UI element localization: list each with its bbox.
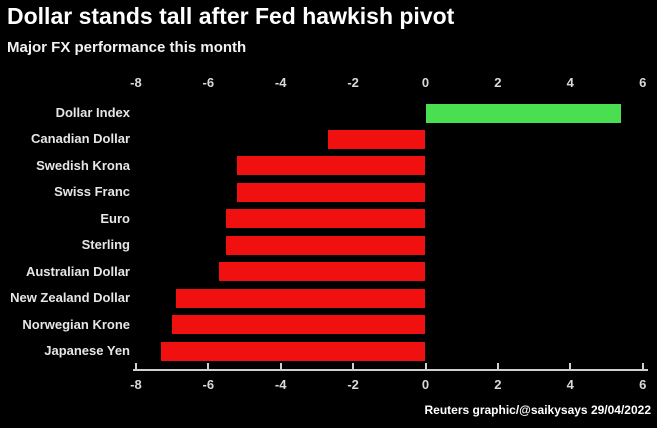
x-axis-top-tick-label: -6 — [202, 75, 215, 90]
category-label-japanese-yen: Japanese Yen — [44, 343, 130, 359]
category-label-new-zealand-dollar: New Zealand Dollar — [10, 290, 130, 306]
bar-australian-dollar — [219, 262, 426, 282]
x-axis-top-tick-label: -8 — [130, 75, 142, 90]
x-axis-top-tick-label: -4 — [274, 75, 287, 90]
x-axis-bottom-tick-label: -4 — [274, 377, 287, 392]
bar-norwegian-krone — [172, 315, 426, 335]
bar-swedish-krona — [237, 156, 426, 176]
category-label-australian-dollar: Australian Dollar — [25, 263, 130, 279]
category-label-euro: Euro — [100, 210, 130, 226]
x-axis-tick — [424, 363, 427, 369]
category-label-swiss-franc: Swiss Franc — [54, 184, 130, 200]
x-axis-bottom-tick-label: -8 — [130, 377, 142, 392]
category-label-swedish-krona: Swedish Krona — [36, 157, 130, 173]
x-axis-line — [132, 369, 648, 371]
bar-euro — [226, 209, 426, 229]
x-axis-tick — [134, 363, 137, 369]
x-axis-bottom-tick-label: 2 — [494, 377, 502, 392]
category-label-dollar-index: Dollar Index — [55, 105, 130, 120]
x-axis-tick — [352, 363, 355, 369]
x-axis-top-tick-label: 0 — [421, 75, 430, 90]
x-axis-bottom-tick-label: 0 — [421, 377, 430, 392]
attribution-text: Reuters graphic/@saikysays 29/04/2022 — [424, 403, 651, 417]
category-label-sterling: Sterling — [81, 237, 130, 253]
x-axis-tick — [569, 363, 572, 369]
category-label-norwegian-krone: Norwegian Krone — [22, 316, 130, 332]
bar-new-zealand-dollar — [175, 288, 426, 308]
chart-title: Dollar stands tall after Fed hawkish piv… — [7, 3, 455, 29]
x-axis-tick — [641, 363, 644, 369]
bar-swiss-franc — [237, 182, 426, 202]
chart-subtitle: Major FX performance this month — [7, 39, 247, 56]
x-axis-tick — [207, 363, 210, 369]
x-axis-tick — [279, 363, 282, 369]
bar-dollar-index — [425, 103, 621, 123]
category-label-canadian-dollar: Canadian Dollar — [31, 131, 130, 147]
bar-sterling — [226, 235, 426, 255]
x-axis-top-tick-label: -2 — [347, 75, 359, 90]
x-axis-bottom-tick-label: -6 — [202, 377, 215, 392]
x-axis-top-tick-label: 4 — [566, 75, 574, 90]
bar-canadian-dollar — [327, 129, 426, 149]
bar-japanese-yen — [161, 341, 426, 361]
x-axis-bottom-tick-label: 6 — [639, 377, 647, 392]
x-axis-top-tick-label: 6 — [639, 75, 647, 90]
x-axis-top-tick-label: 2 — [494, 75, 502, 90]
x-axis-bottom-tick-label: -2 — [347, 377, 359, 392]
x-axis-tick — [496, 363, 499, 369]
x-axis-bottom-tick-label: 4 — [566, 377, 574, 392]
